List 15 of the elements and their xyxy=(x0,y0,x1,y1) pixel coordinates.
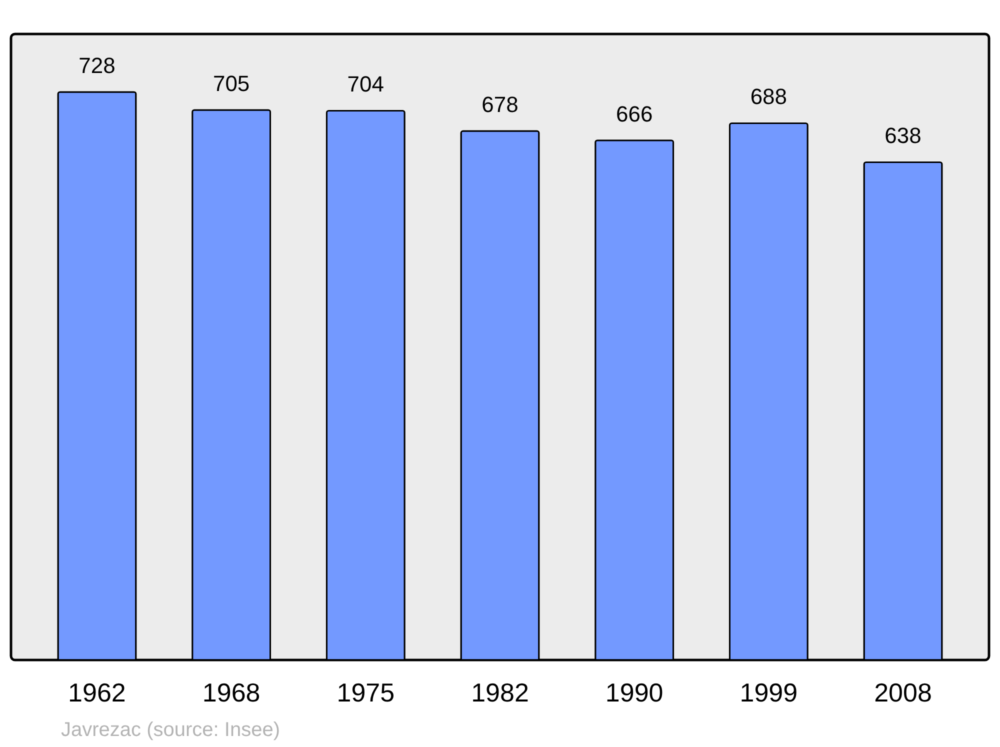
data-label: 678 xyxy=(482,92,518,118)
x-tick-label: 1962 xyxy=(68,678,126,708)
x-tick-label: 1968 xyxy=(202,678,260,708)
data-label: 638 xyxy=(884,123,922,148)
x-tick-label: 1990 xyxy=(605,678,664,708)
x-tick-label: 2008 xyxy=(874,678,932,708)
x-tick-label: 1999 xyxy=(740,678,798,708)
data-label: 705 xyxy=(212,70,250,96)
data-label: 704 xyxy=(347,72,384,97)
x-tick-label: 1982 xyxy=(471,678,529,708)
data-label: 728 xyxy=(78,53,116,78)
text: Javrezac (source: Insee) xyxy=(61,719,280,741)
x-tick-label: 1975 xyxy=(336,678,395,708)
data-label: 666 xyxy=(616,101,653,126)
data-label: 688 xyxy=(750,84,788,110)
